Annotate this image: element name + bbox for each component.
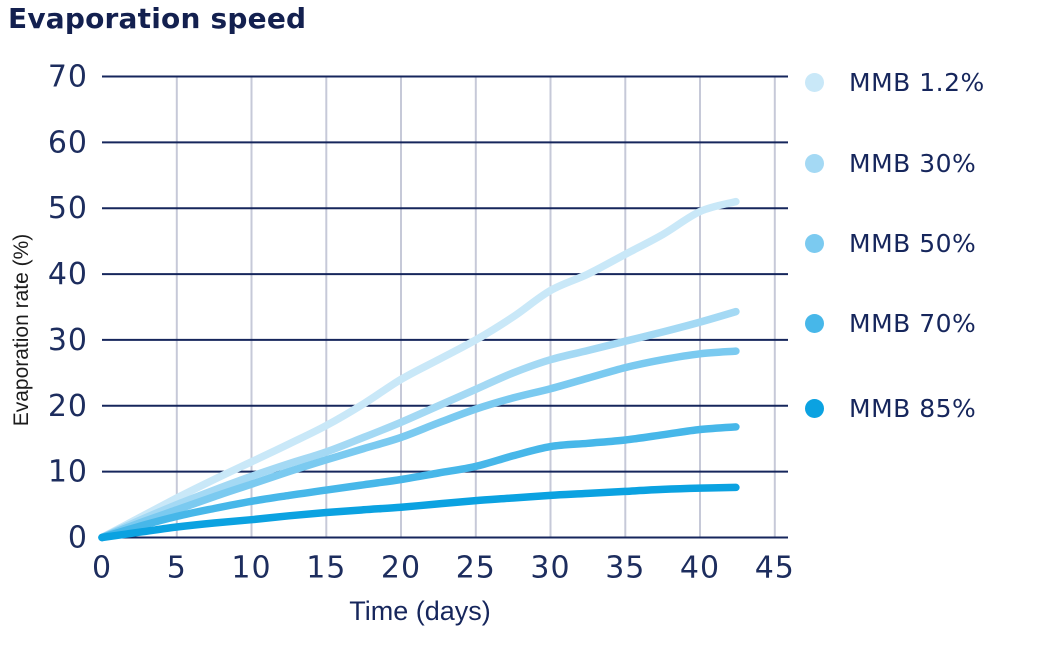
legend-item-label: MMB 1.2%	[849, 67, 985, 97]
x-tick-label: 40	[680, 551, 720, 586]
chart-title: Evaporation speed	[8, 2, 307, 35]
legend-item-label: MMB 50%	[849, 228, 977, 258]
x-axis-label: Time (days)	[349, 596, 491, 626]
y-tick-label: 10	[48, 455, 88, 490]
legend-item-mmb-30: MMB 30%	[805, 148, 977, 178]
series-line-mmb-50-	[98, 347, 740, 542]
series-line-mmb-1-2-	[98, 197, 740, 542]
series-line-mmb-30-	[98, 307, 740, 542]
y-tick-label: 40	[48, 257, 88, 292]
x-tick-label: 30	[530, 551, 570, 586]
y-axis-label: Evaporation rate (%)	[10, 233, 33, 427]
legend-dot-icon	[805, 72, 824, 92]
x-tick-label: 10	[231, 551, 271, 586]
legend-dot-icon	[805, 313, 824, 333]
y-tick-label: 20	[48, 389, 88, 424]
legend-item-label: MMB 70%	[849, 308, 977, 338]
x-tick-label: 5	[167, 551, 187, 586]
legend-item-mmb-50: MMB 50%	[805, 228, 977, 258]
x-tick-label: 0	[92, 551, 112, 586]
x-tick-label: 35	[605, 551, 645, 586]
x-tick-label: 20	[381, 551, 421, 586]
y-tick-label: 50	[48, 191, 88, 226]
legend-item-mmb-70: MMB 70%	[805, 308, 977, 338]
series-line-mmb-85-	[98, 483, 740, 542]
legend-item-mmb-85: MMB 85%	[805, 393, 977, 423]
legend-item-mmb-1-2: MMB 1.2%	[805, 67, 985, 97]
y-tick-label: 30	[48, 323, 88, 358]
y-tick-label: 70	[48, 60, 88, 95]
legend: MMB 1.2% MMB 30% MMB 50% MMB 70% MMB 85%	[805, 0, 1035, 650]
x-tick-label: 15	[306, 551, 346, 586]
x-tick-label: 25	[456, 551, 496, 586]
legend-item-label: MMB 30%	[849, 148, 977, 178]
legend-item-label: MMB 85%	[849, 393, 977, 423]
series-line-mmb-70-	[98, 423, 740, 542]
legend-dot-icon	[805, 233, 824, 253]
legend-dot-icon	[805, 398, 824, 418]
x-tick-label: 45	[755, 551, 795, 586]
y-tick-label: 60	[48, 125, 88, 160]
y-tick-label: 0	[68, 521, 88, 556]
legend-dot-icon	[805, 153, 824, 173]
